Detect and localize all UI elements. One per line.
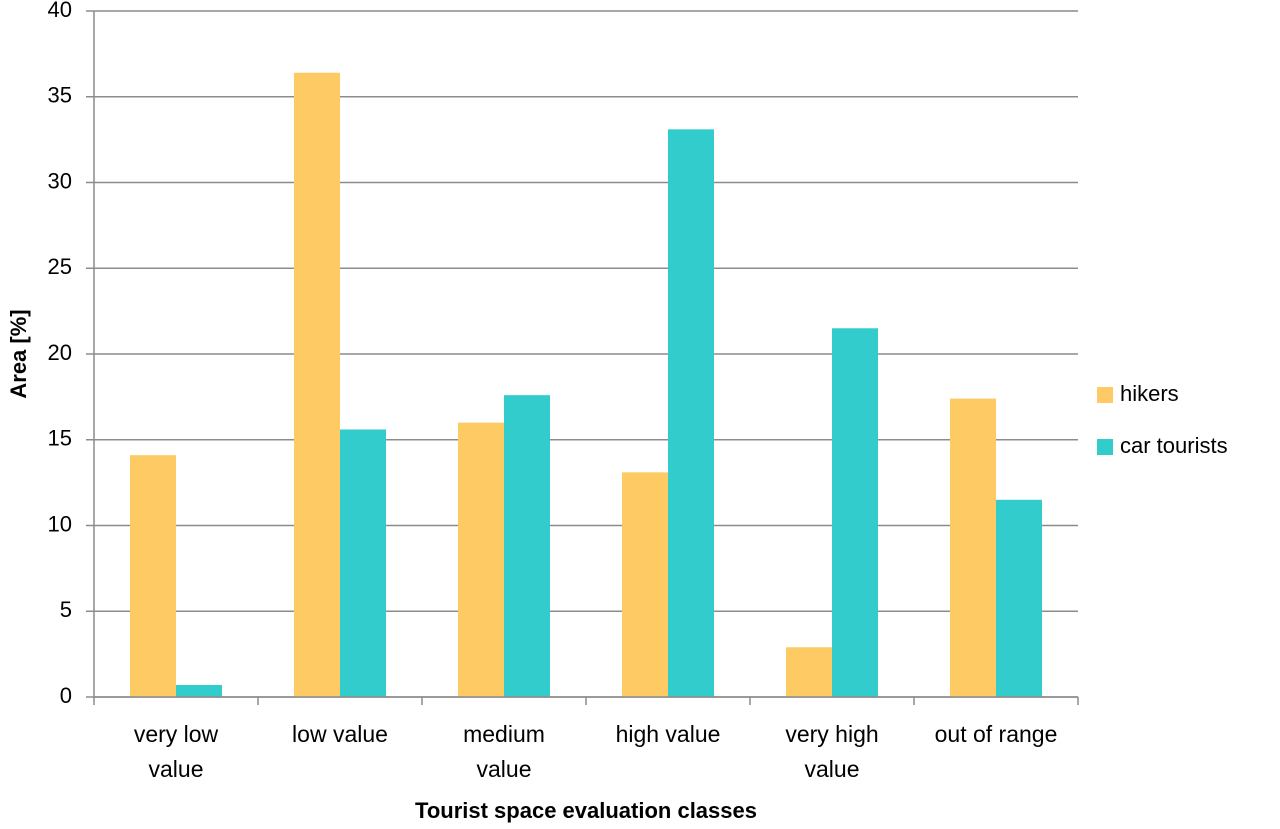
x-tick-label: very low value [133,721,219,782]
y-tick-label: 0 [60,683,72,708]
bar [176,684,222,697]
bar [950,398,996,697]
bar [996,499,1042,697]
y-tick-label: 30 [48,168,72,193]
y-tick-label: 15 [48,426,72,451]
x-axis-title: Tourist space evaluation classes [415,798,757,823]
bar [340,429,386,697]
x-tick-label: high value [615,721,721,747]
legend-label: hikers [1120,381,1179,406]
bar [832,328,878,697]
x-tick-label: out of range [934,721,1058,747]
bar [504,395,550,697]
y-tick-label: 35 [48,83,72,108]
bar [458,422,504,697]
legend-swatch [1097,439,1113,455]
y-tick-label: 10 [48,511,72,536]
x-tick-label: very high value [785,721,879,782]
y-axis-title: Area [%] [6,309,31,398]
y-tick-label: 5 [60,597,72,622]
bar [622,472,668,697]
x-tick-label: low value [292,721,388,747]
bar [786,647,832,697]
y-tick-label: 20 [48,340,72,365]
y-tick-label: 40 [48,0,72,22]
y-tick-label: 25 [48,254,72,279]
legend-swatch [1097,387,1113,403]
x-tick-label: medium value [463,721,545,782]
bar [130,455,176,697]
legend-label: car tourists [1120,433,1228,458]
bar [294,72,340,698]
bar [668,129,714,697]
